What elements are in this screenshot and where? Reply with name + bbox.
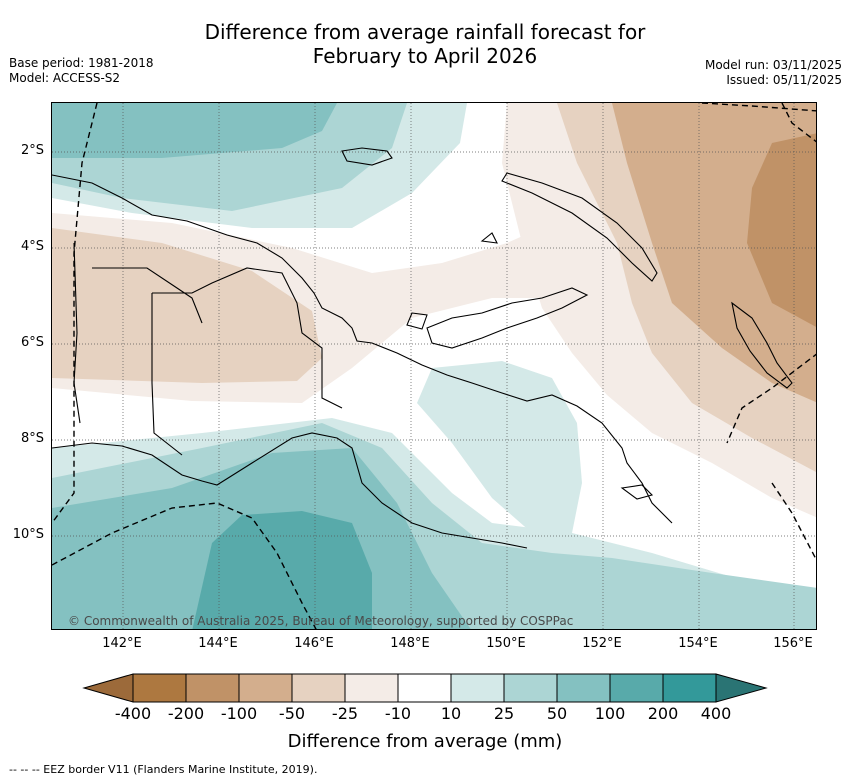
lon-tick-148e: 148°E bbox=[390, 636, 430, 651]
colorbar-segment bbox=[132, 673, 187, 703]
map-svg bbox=[52, 103, 816, 629]
lon-tick-146e: 146°E bbox=[294, 636, 334, 651]
lat-tick-8s: 8°S bbox=[20, 431, 44, 446]
colorbar-segment bbox=[662, 673, 717, 703]
rainfall-map bbox=[51, 102, 817, 630]
colorbar-tick-label: -200 bbox=[167, 704, 205, 723]
lon-tick-152e: 152°E bbox=[582, 636, 622, 651]
meta-right: Model run: 03/11/2025 Issued: 05/11/2025 bbox=[705, 58, 842, 88]
lat-tick-4s: 4°S bbox=[20, 239, 44, 254]
eez-legend-note: -- -- -- EEZ border V11 (Flanders Marine… bbox=[9, 763, 318, 776]
title-line-1: Difference from average rainfall forecas… bbox=[204, 20, 646, 44]
colorbar bbox=[82, 673, 768, 703]
contour-w-neg25-neg50 bbox=[52, 228, 322, 383]
colorbar-tick-label: 25 bbox=[493, 704, 515, 723]
lon-tick-144e: 144°E bbox=[198, 636, 238, 651]
contour-nw-50-100 bbox=[52, 103, 337, 158]
eez-borders bbox=[52, 103, 816, 629]
meta-left: Base period: 1981-2018 Model: ACCESS-S2 bbox=[9, 56, 154, 86]
lat-tick-10s: 10°S bbox=[12, 527, 44, 542]
model-text: Model: ACCESS-S2 bbox=[9, 71, 121, 85]
colorbar-tick-label: -100 bbox=[220, 704, 258, 723]
lon-tick-150e: 150°E bbox=[486, 636, 526, 651]
colorbar-tick-label: -10 bbox=[384, 704, 412, 723]
contour-ne-neg100-neg200 bbox=[747, 133, 816, 327]
gridlines bbox=[52, 103, 816, 629]
lon-tick-156e: 156°E bbox=[773, 636, 813, 651]
colorbar-segments bbox=[132, 673, 717, 703]
colorbar-segment bbox=[238, 673, 293, 703]
colorbar-segment bbox=[291, 673, 346, 703]
colorbar-tick-label: 50 bbox=[546, 704, 568, 723]
lat-tick-6s: 6°S bbox=[20, 335, 44, 350]
issued-text: Issued: 05/11/2025 bbox=[726, 73, 842, 87]
colorbar-high-extension bbox=[715, 673, 768, 703]
colorbar-tick-label: 200 bbox=[647, 704, 679, 723]
colorbar-tick-label: -400 bbox=[114, 704, 152, 723]
contour-s-100-200 bbox=[192, 511, 372, 629]
colorbar-label: Difference from average (mm) bbox=[287, 731, 563, 752]
base-period-text: Base period: 1981-2018 bbox=[9, 56, 154, 70]
colorbar-low-extension bbox=[82, 673, 134, 703]
lon-tick-142e: 142°E bbox=[102, 636, 142, 651]
colorbar-segment bbox=[344, 673, 399, 703]
coastlines bbox=[52, 147, 793, 549]
colorbar-segment bbox=[503, 673, 558, 703]
model-run-text: Model run: 03/11/2025 bbox=[704, 58, 842, 72]
colorbar-segment bbox=[397, 673, 452, 703]
colorbar-tick-label: -25 bbox=[331, 704, 359, 723]
colorbar-tick-label: -50 bbox=[278, 704, 306, 723]
contour-fields bbox=[52, 103, 816, 629]
map-title: Difference from average rainfall forecas… bbox=[0, 20, 850, 68]
colorbar-segment bbox=[185, 673, 240, 703]
colorbar-segment bbox=[450, 673, 505, 703]
title-line-2: February to April 2026 bbox=[312, 44, 538, 68]
colorbar-tick-label: 10 bbox=[440, 704, 462, 723]
lon-tick-154e: 154°E bbox=[678, 636, 718, 651]
colorbar-segment bbox=[609, 673, 664, 703]
contour-c-10-25 bbox=[417, 361, 582, 533]
copyright-text: © Commonwealth of Australia 2025, Bureau… bbox=[68, 614, 574, 628]
lat-tick-2s: 2°S bbox=[20, 143, 44, 158]
colorbar-segment bbox=[556, 673, 611, 703]
colorbar-tick-label: 400 bbox=[700, 704, 732, 723]
colorbar-tick-label: 100 bbox=[594, 704, 626, 723]
